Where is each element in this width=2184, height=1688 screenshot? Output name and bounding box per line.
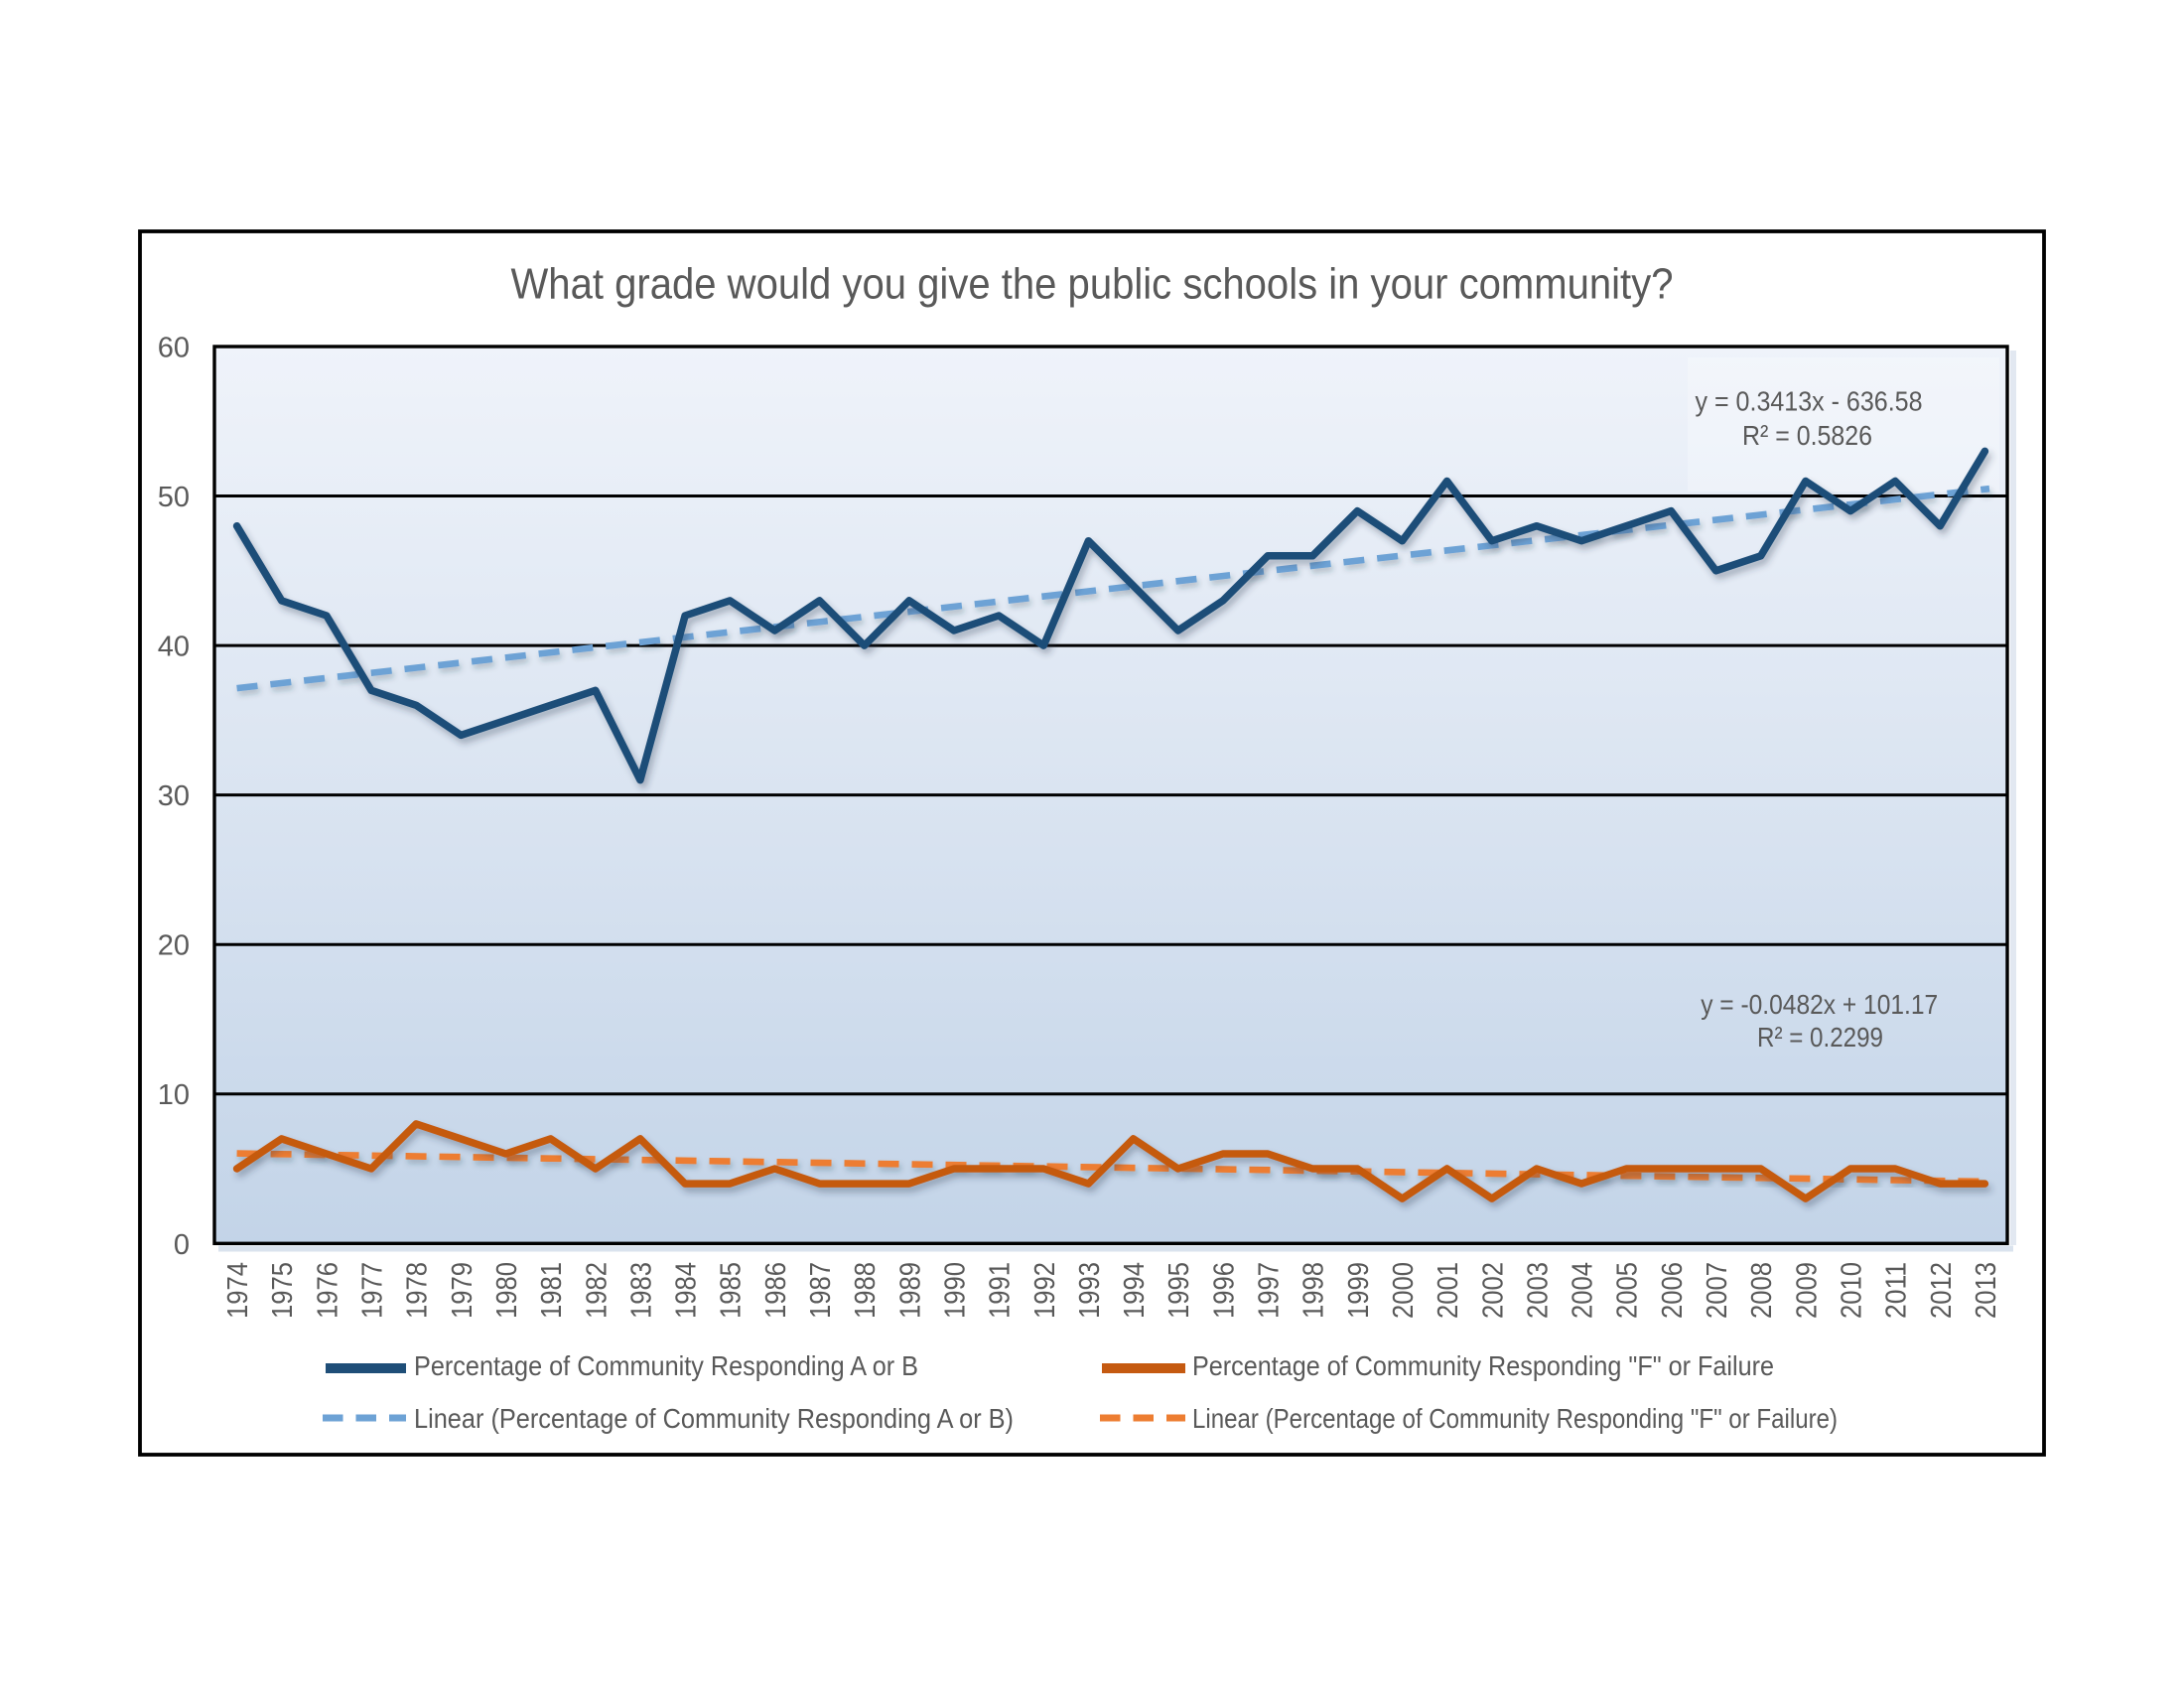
svg-text:1981: 1981 xyxy=(536,1262,568,1319)
svg-text:0: 0 xyxy=(174,1229,190,1261)
svg-text:20: 20 xyxy=(158,930,190,962)
svg-text:40: 40 xyxy=(158,632,190,663)
svg-text:R² = 0.2299: R² = 0.2299 xyxy=(1757,1022,1883,1053)
svg-text:2002: 2002 xyxy=(1477,1262,1509,1319)
svg-text:1993: 1993 xyxy=(1074,1262,1106,1319)
svg-text:10: 10 xyxy=(158,1079,190,1111)
svg-text:50: 50 xyxy=(158,482,190,513)
svg-text:Percentage of Community Respon: Percentage of Community Responding "F" o… xyxy=(1192,1350,1774,1381)
svg-text:2001: 2001 xyxy=(1433,1262,1464,1319)
svg-text:1976: 1976 xyxy=(312,1262,343,1319)
svg-text:Linear (Percentage of Communit: Linear (Percentage of Community Respondi… xyxy=(1192,1403,1838,1434)
svg-text:1986: 1986 xyxy=(760,1262,792,1319)
svg-text:1980: 1980 xyxy=(491,1262,523,1319)
svg-text:Linear (Percentage of Communit: Linear (Percentage of Community Respondi… xyxy=(414,1403,1014,1434)
svg-text:2006: 2006 xyxy=(1657,1262,1689,1319)
svg-text:30: 30 xyxy=(158,780,190,812)
svg-text:1989: 1989 xyxy=(894,1262,926,1319)
svg-text:What grade would you give the: What grade would you give the public sch… xyxy=(511,260,1674,309)
svg-text:1979: 1979 xyxy=(447,1262,478,1319)
svg-text:2000: 2000 xyxy=(1388,1262,1420,1319)
svg-text:1991: 1991 xyxy=(985,1262,1017,1319)
svg-text:1995: 1995 xyxy=(1163,1262,1195,1319)
svg-text:1975: 1975 xyxy=(267,1262,299,1319)
svg-text:1992: 1992 xyxy=(1029,1262,1061,1319)
svg-text:2007: 2007 xyxy=(1702,1262,1733,1319)
svg-text:2012: 2012 xyxy=(1926,1262,1958,1319)
svg-text:2011: 2011 xyxy=(1881,1262,1913,1319)
svg-text:2003: 2003 xyxy=(1522,1262,1554,1319)
svg-text:1978: 1978 xyxy=(402,1262,434,1319)
svg-text:1987: 1987 xyxy=(805,1262,837,1319)
svg-text:2009: 2009 xyxy=(1791,1262,1823,1319)
svg-text:1999: 1999 xyxy=(1343,1262,1375,1319)
svg-text:1997: 1997 xyxy=(1254,1262,1286,1319)
svg-text:1990: 1990 xyxy=(940,1262,972,1319)
svg-text:2010: 2010 xyxy=(1837,1262,1868,1319)
svg-text:2013: 2013 xyxy=(1971,1262,2002,1319)
svg-text:2008: 2008 xyxy=(1746,1262,1778,1319)
svg-text:y = 0.3413x - 636.58: y = 0.3413x - 636.58 xyxy=(1696,386,1923,417)
svg-text:1984: 1984 xyxy=(671,1262,703,1319)
svg-text:60: 60 xyxy=(158,333,190,364)
svg-text:R² = 0.5826: R² = 0.5826 xyxy=(1742,420,1872,451)
svg-text:1998: 1998 xyxy=(1298,1262,1330,1319)
svg-text:1994: 1994 xyxy=(1119,1262,1151,1319)
svg-text:2005: 2005 xyxy=(1612,1262,1644,1319)
svg-text:1977: 1977 xyxy=(357,1262,389,1319)
svg-text:1982: 1982 xyxy=(581,1262,613,1319)
svg-text:1996: 1996 xyxy=(1208,1262,1240,1319)
svg-text:1988: 1988 xyxy=(850,1262,882,1319)
svg-text:Percentage of Community Respon: Percentage of Community Responding A or … xyxy=(414,1350,918,1381)
svg-text:1983: 1983 xyxy=(625,1262,657,1319)
svg-text:1985: 1985 xyxy=(716,1262,748,1319)
svg-text:y = -0.0482x + 101.17: y = -0.0482x + 101.17 xyxy=(1701,989,1938,1020)
svg-text:2004: 2004 xyxy=(1568,1262,1599,1319)
svg-text:1974: 1974 xyxy=(222,1262,254,1319)
